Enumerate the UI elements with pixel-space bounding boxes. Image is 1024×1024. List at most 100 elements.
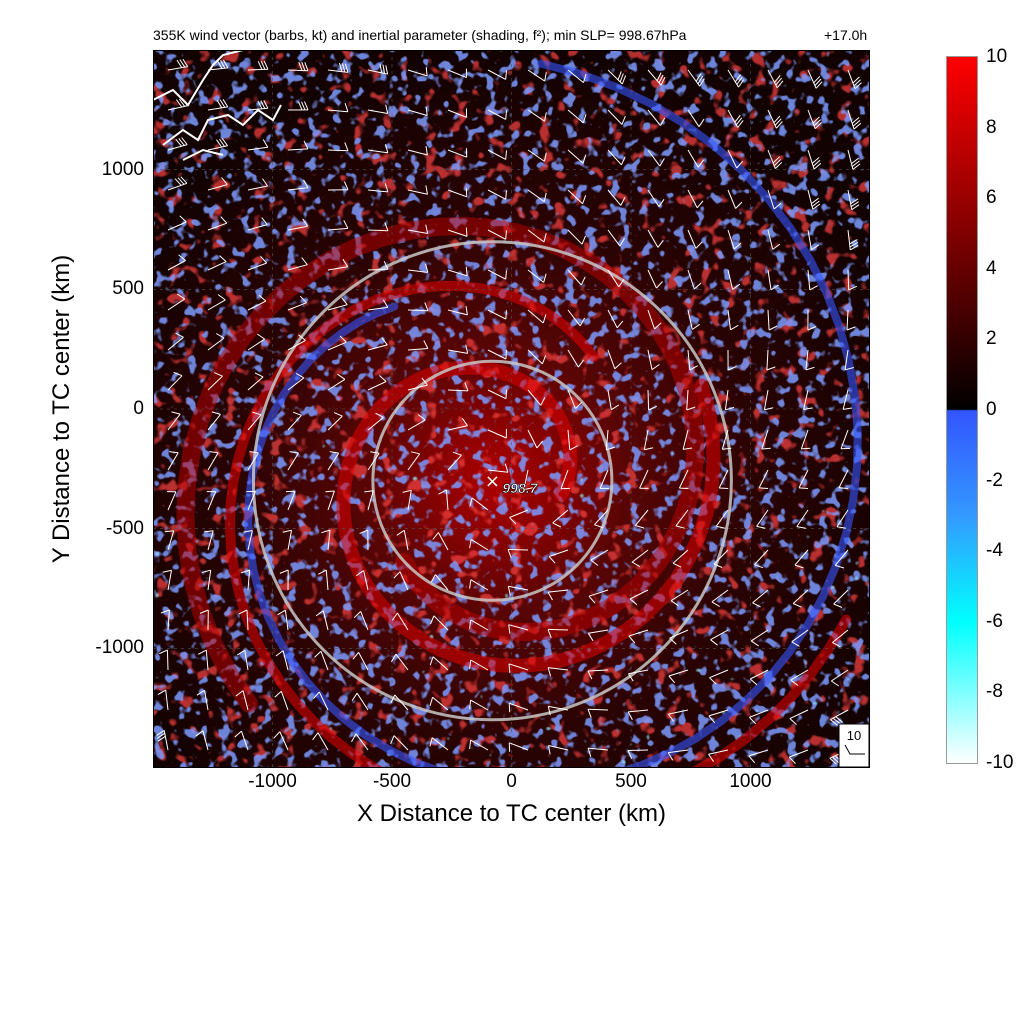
wind-barb — [830, 709, 849, 726]
wind-barb — [507, 549, 529, 559]
wind-barb — [247, 294, 267, 311]
wind-barb — [567, 229, 586, 245]
wind-barb — [607, 109, 626, 125]
wind-barb — [607, 309, 624, 329]
wind-barb — [447, 305, 468, 316]
wind-barb — [275, 650, 289, 671]
y-tick-label: 500 — [112, 278, 144, 300]
wind-barb — [282, 529, 292, 551]
wind-barb — [487, 189, 507, 200]
colorbar-tick-label: -6 — [986, 610, 1003, 632]
wind-barb — [678, 469, 689, 489]
wind-barb — [807, 149, 822, 170]
wind-barb — [567, 429, 579, 451]
wind-barb — [607, 69, 627, 85]
wind-barb — [567, 189, 587, 205]
wind-barb — [313, 691, 329, 711]
wind-barb — [207, 255, 227, 271]
wind-barb — [647, 349, 660, 371]
colorbar-tick-label: 8 — [986, 116, 997, 138]
wind-barb — [240, 569, 251, 591]
colorbar-tick-label: -8 — [986, 681, 1003, 703]
wind-barb — [407, 377, 428, 391]
wind-barb — [687, 269, 702, 290]
wind-barb — [407, 451, 421, 471]
wind-barb — [287, 101, 309, 111]
wind-barb — [567, 309, 586, 327]
wind-barb — [327, 142, 349, 152]
wind-barb — [667, 709, 689, 722]
wind-barb — [277, 609, 289, 631]
wind-barb — [167, 293, 185, 311]
wind-barb — [407, 302, 429, 312]
wind-barb — [235, 690, 249, 711]
wind-barb — [527, 109, 547, 122]
wind-barb — [327, 102, 349, 113]
wind-barb — [749, 669, 769, 686]
wind-barb — [847, 229, 859, 251]
wind-barb — [207, 372, 223, 391]
wind-barb — [833, 589, 849, 608]
wind-barb — [587, 629, 609, 642]
wind-barb — [508, 742, 529, 752]
wind-barb — [789, 709, 809, 725]
wind-barb — [847, 149, 861, 170]
wind-barb — [447, 68, 467, 79]
center-x-mark: × — [485, 471, 500, 492]
wind-barb — [567, 389, 583, 409]
wind-barb — [367, 143, 389, 154]
barb-reference-box: 10 — [838, 723, 870, 768]
wind-barb — [634, 509, 649, 529]
colorbar-tick-label: -2 — [986, 469, 1003, 491]
wind-barb — [167, 58, 189, 71]
wind-barb — [206, 491, 217, 511]
wind-barb — [727, 349, 737, 371]
wind-barb — [790, 669, 809, 686]
center-pressure-label: 998.7 — [502, 480, 538, 496]
wind-barb — [807, 269, 818, 291]
wind-barb — [487, 309, 507, 320]
wind-barb — [364, 490, 374, 511]
wind-barb — [167, 254, 186, 271]
colorbar-tick-label: 10 — [986, 46, 1008, 67]
wind-barb — [447, 108, 468, 118]
wind-barb — [367, 375, 387, 391]
wind-barb — [767, 309, 778, 331]
wind-barb — [429, 737, 449, 751]
wind-barb — [791, 629, 809, 647]
wind-barb — [718, 469, 729, 489]
wind-barb — [321, 529, 331, 551]
wind-barb — [527, 429, 544, 449]
wind-barb — [670, 589, 689, 607]
wind-barb — [527, 69, 547, 82]
wind-barb — [201, 569, 212, 591]
wind-barb — [367, 299, 389, 311]
wind-barb — [287, 218, 309, 231]
wind-barb — [327, 412, 343, 431]
colorbar-tick-label: 6 — [986, 187, 997, 209]
wind-barb — [430, 615, 449, 631]
wind-barb — [287, 451, 299, 471]
wind-barb — [647, 109, 666, 126]
wind-barb — [447, 227, 468, 237]
wind-barb — [672, 549, 689, 568]
wind-barb — [447, 418, 468, 431]
x-axis-label: X Distance to TC center (km) — [357, 800, 666, 827]
wind-barb — [247, 372, 264, 391]
y-tick-label: 1000 — [101, 158, 144, 180]
wind-barb — [805, 349, 815, 371]
y-axis-label: Y Distance to TC center (km) — [48, 254, 75, 564]
wind-barb — [353, 611, 369, 631]
wind-barb — [627, 709, 649, 721]
wind-barb — [402, 489, 412, 511]
wind-barb — [607, 269, 625, 288]
wind-barb — [840, 429, 851, 450]
wind-barb — [548, 745, 569, 755]
wind-barb — [204, 530, 214, 551]
wind-barb — [527, 269, 547, 283]
rainband — [176, 216, 705, 713]
wind-barb — [798, 469, 809, 489]
wind-barb — [487, 229, 507, 240]
wind-barb — [367, 412, 384, 431]
wind-barb — [631, 549, 649, 568]
